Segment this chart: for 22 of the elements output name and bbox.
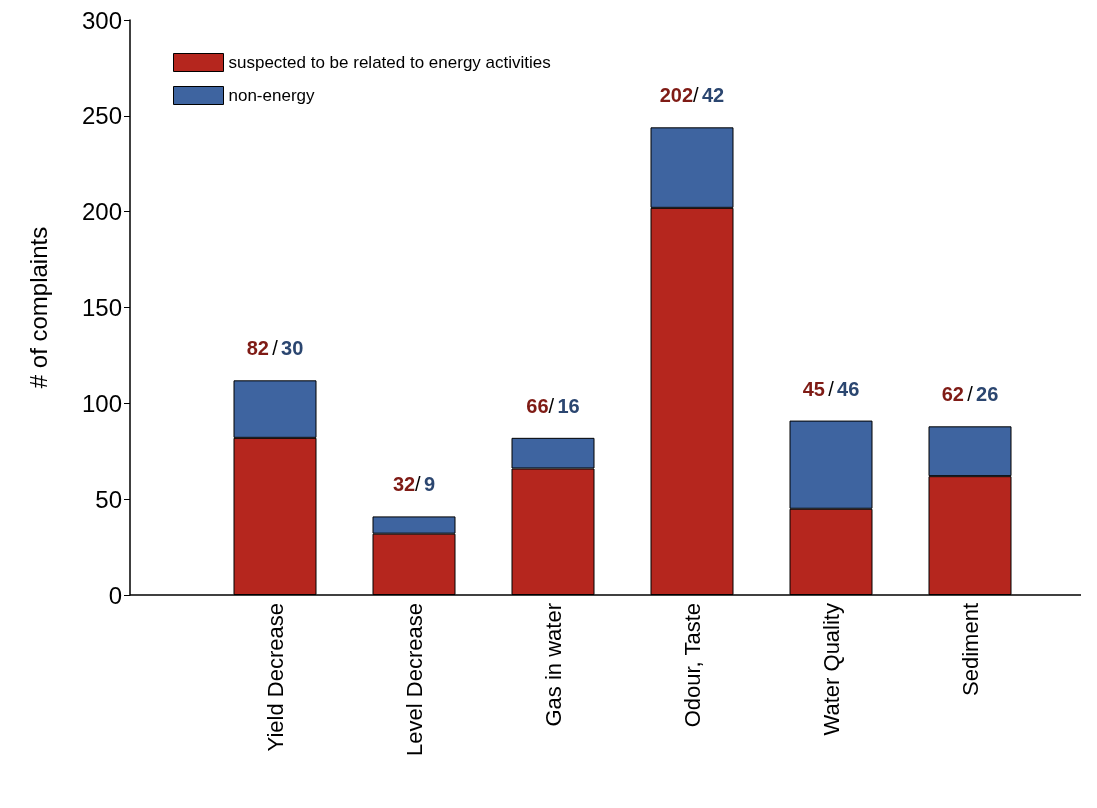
legend-label: suspected to be related to energy activities (228, 53, 551, 72)
annotation: 82 / 30 (246, 337, 304, 360)
y-tick-label: 150 (81, 294, 122, 321)
annotation: 66/ 16 (526, 394, 580, 417)
legend-label: non-energy (228, 86, 315, 105)
y-tick-label: 0 (108, 581, 122, 609)
x-tick-label: Gas in water (540, 603, 566, 727)
y-tick-label: 50 (95, 485, 122, 513)
x-tick-label: Yield Decrease (262, 603, 288, 752)
annotation: 32/ 9 (392, 473, 436, 496)
annotation: 45 / 46 (802, 377, 860, 400)
y-tick-label: 200 (81, 198, 122, 226)
x-tick-label: Sediment (957, 603, 983, 696)
annotation: 202/ 42 (659, 84, 725, 107)
y-tick-label: 300 (81, 6, 122, 34)
y-tick-label: 100 (81, 389, 122, 417)
x-tick-label: Water Quality (818, 603, 844, 736)
annotation: 62 / 26 (941, 383, 999, 406)
x-tick-label: Odour, Taste (679, 603, 705, 728)
x-tick-label: Level Decrease (401, 603, 427, 756)
y-axis-title: # of complaints (24, 226, 52, 389)
y-tick-label: 250 (81, 102, 122, 130)
